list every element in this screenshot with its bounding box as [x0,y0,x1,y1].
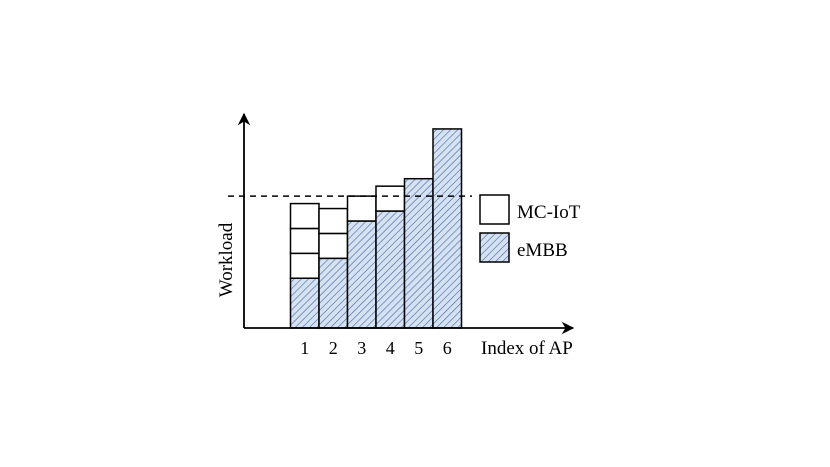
x-tick-label-5: 5 [414,338,423,358]
bar-embb-ap-6 [432,128,463,329]
bar-mc-iot-ap-1-block-1 [289,252,320,279]
x-tick-label-3: 3 [357,338,366,358]
bar-mc-iot-ap-1-block-3 [289,202,320,230]
bar-mc-iot-ap-1-block-2 [289,227,320,255]
bar-mc-iot-ap-3-block-1 [346,195,377,222]
bar-embb-ap-5 [403,177,434,329]
y-axis-label: Workload [216,222,237,297]
x-axis-label: Index of AP [481,338,573,359]
legend: MC-IoT eMBB [479,194,581,263]
legend-swatch-mc-iot [479,194,510,225]
legend-label-mc-iot: MC-IoT [517,202,581,223]
x-tick-label-1: 1 [300,338,309,358]
x-tick-label-6: 6 [443,338,452,358]
bars-layer [289,128,463,329]
bar-embb-ap-3 [346,220,377,329]
bar-mc-iot-ap-2-block-2 [318,207,349,235]
bar-embb-ap-4 [375,210,406,329]
legend-label-embb: eMBB [517,240,568,261]
bar-embb-ap-2 [318,257,349,329]
bar-embb-ap-1 [289,277,320,329]
x-tick-label-4: 4 [386,338,395,358]
bar-mc-iot-ap-2-block-1 [318,232,349,260]
legend-swatch-embb [479,232,510,263]
x-tick-label-2: 2 [329,338,338,358]
bar-mc-iot-ap-4-block-1 [375,185,406,212]
